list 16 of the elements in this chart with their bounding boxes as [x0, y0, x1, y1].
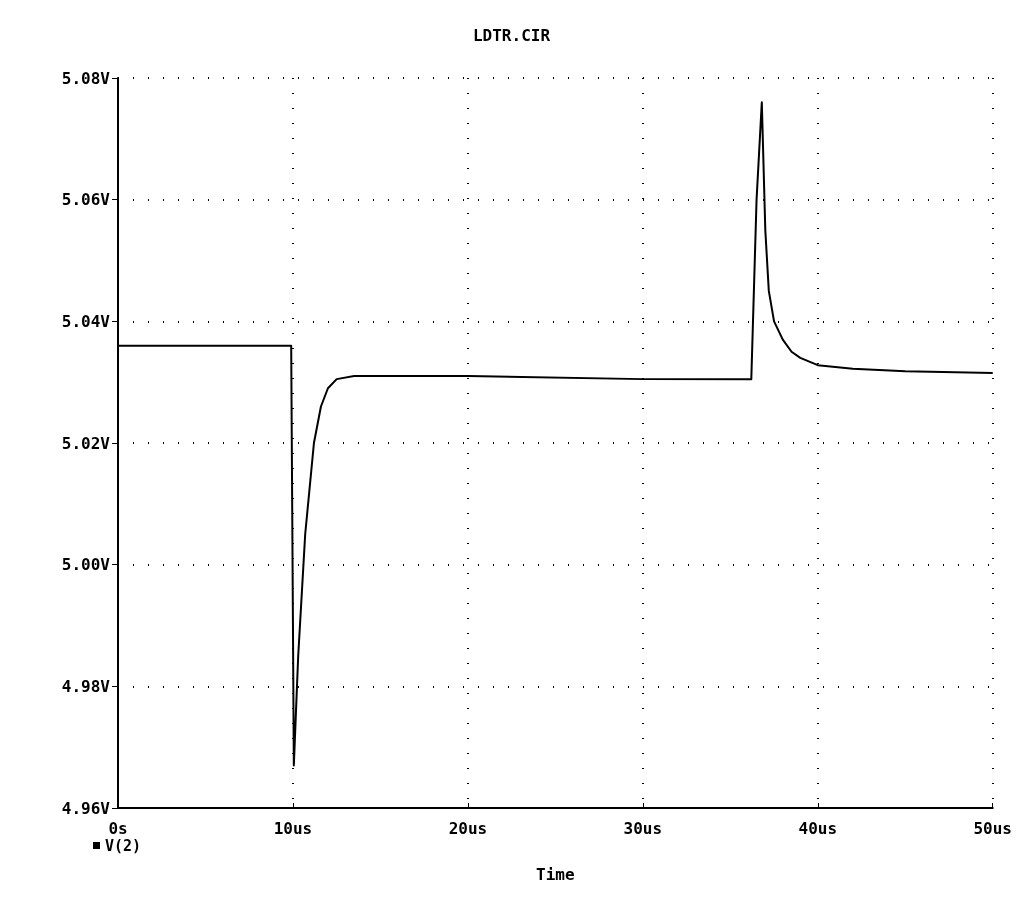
chart-title: LDTR.CIR [472, 25, 551, 45]
x-tick-label: 40us [798, 818, 838, 838]
x-tick-label: 20us [448, 818, 488, 838]
x-tick-label: 10us [273, 818, 313, 838]
x-axis-title: Time [536, 864, 575, 884]
x-tick-label: 30us [623, 818, 663, 838]
x-tick-label: 0s [108, 818, 128, 838]
y-tick-label: 5.06V [61, 190, 111, 210]
y-tick-label: 4.98V [61, 676, 111, 696]
x-tick-label: 50us [973, 818, 1012, 838]
y-tick-label: 5.08V [61, 68, 111, 88]
legend-label: V(2) [105, 836, 142, 855]
y-tick-label: 5.02V [61, 433, 111, 453]
y-tick-label: 5.00V [61, 555, 111, 575]
y-tick-label: 4.96V [61, 798, 111, 818]
y-tick-label: 5.04V [61, 311, 111, 331]
